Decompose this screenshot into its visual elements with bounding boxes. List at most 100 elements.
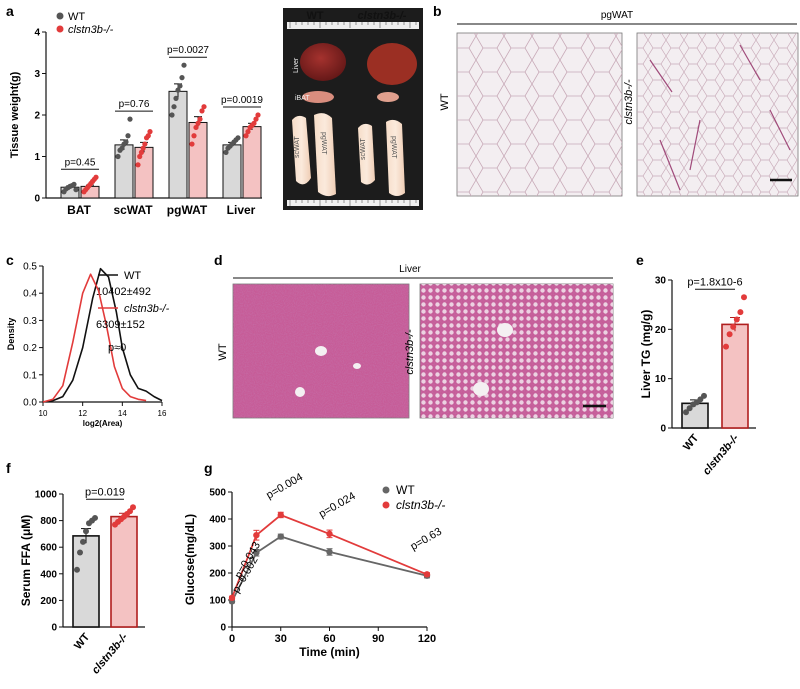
panel-letter-a: a [6, 3, 14, 19]
g-x-tick-label: 120 [418, 633, 436, 645]
vein-ko-1 [497, 323, 513, 337]
c-x-tick-label: 12 [78, 409, 87, 418]
a-data-point [189, 141, 195, 147]
g-y-tick-label: 200 [209, 569, 226, 580]
a-y-axis-title: Tissue weight(g) [9, 71, 21, 158]
c-density-line [42, 273, 147, 403]
a-y-tick-label: 3 [34, 69, 40, 80]
photo-header-ko: clstn3b-/- [358, 10, 407, 22]
c-legend-stat: 10402±492 [96, 286, 151, 298]
g-pvalue: p=0.63 [409, 526, 444, 553]
g-y-tick-label: 0 [220, 623, 226, 634]
g-data-point [326, 548, 333, 556]
a-data-point [223, 149, 229, 155]
photo-label-ibat: iBAT [295, 95, 310, 102]
e-y-tick-label: 10 [655, 374, 667, 385]
chart-f-serum-ffa: 0 200 400 600 800 1000 Serum FFA (μM) WTclstn3b… [19, 486, 145, 676]
a-bar [188, 121, 208, 199]
c-y-tick-label: 0.0 [23, 398, 37, 409]
a-data-point [191, 133, 197, 139]
photo-ruler-top [287, 22, 419, 29]
a-data-point [137, 153, 143, 160]
scwat-wt [292, 115, 311, 185]
a-data-point [253, 116, 259, 122]
chart-e-liver-tg: 0 10 20 30 Liver TG (mg/g) WT clstn3b-/- p=1.8x… [639, 276, 756, 477]
a-legend-marker [56, 12, 64, 20]
f-y-tick-label: 800 [40, 516, 57, 527]
a-data-point [251, 120, 257, 126]
tissue-photo: WT clstn3b-/- Liver iBAT scWAT pgWAT scW… [283, 8, 423, 210]
a-data-point [125, 133, 131, 139]
g-data-point [277, 511, 284, 519]
photo-label-scwat-ko: scWAT [360, 138, 367, 160]
g-pvalue: p=0.004 [264, 471, 305, 501]
a-data-point [179, 75, 185, 81]
g-data-point [228, 594, 236, 602]
a-data-point [175, 87, 181, 93]
stroma-strand [689, 119, 701, 171]
liver-wt [300, 43, 346, 81]
panel-letter-d: d [214, 252, 223, 268]
g-x-tick-label: 60 [323, 633, 335, 645]
photo-label-pgwat-ko: pgWAT [390, 136, 397, 159]
photo-ruler-bottom [287, 200, 419, 206]
a-data-point [195, 120, 201, 126]
stroma-strand [739, 44, 761, 81]
pgwat-ko [386, 119, 405, 196]
a-data-point [73, 187, 79, 193]
f-category-label: WT [72, 631, 92, 652]
c-y-tick-label: 0.1 [23, 370, 37, 381]
g-pvalue: p=0.024 [317, 490, 358, 520]
panel-letter-f: f [6, 460, 11, 476]
a-pvalue: p=0.76 [119, 99, 150, 110]
e-category-label: WT [681, 432, 701, 453]
g-data-point [423, 571, 431, 578]
a-data-point [181, 62, 187, 68]
chart-c-density: 0.0 0.1 0.2 0.3 0.4 0.5 10 12 14 16 log2(Area) Dens… [6, 262, 170, 429]
g-data-point [326, 530, 333, 538]
ibat-wt [302, 91, 334, 103]
e-data-point [733, 316, 740, 323]
a-data-point [199, 108, 205, 114]
e-data-point [737, 309, 744, 316]
g-x-axis-title: Time (min) [299, 645, 359, 659]
panel-letter-b: b [433, 3, 442, 19]
a-data-point [71, 181, 77, 187]
histology-b-row-label-ko: clstn3b-/- [623, 79, 635, 125]
pgwat-wt [314, 113, 336, 197]
c-y-tick-label: 0.4 [23, 289, 37, 300]
e-data-point [730, 323, 737, 330]
a-data-point [177, 83, 183, 89]
a-legend-marker [56, 25, 64, 33]
g-data-point [277, 533, 284, 540]
c-legend-label: clstn3b-/- [124, 303, 170, 315]
g-legend-label: clstn3b-/- [396, 498, 445, 512]
g-y-tick-label: 500 [209, 488, 226, 499]
c-y-tick-label: 0.2 [23, 343, 37, 354]
a-legend-label: WT [68, 11, 85, 23]
f-data-point [80, 538, 86, 545]
a-category-label: pgWAT [167, 203, 208, 217]
a-data-point [93, 174, 99, 180]
histology-d-title: Liver [399, 264, 421, 275]
f-category-label: clstn3b-/- [90, 631, 131, 676]
e-data-point [741, 294, 747, 301]
histology-b-row-label-wt: WT [439, 93, 451, 110]
c-y-tick-label: 0.5 [23, 262, 37, 273]
f-data-point [92, 514, 98, 521]
e-y-tick-label: 0 [660, 424, 666, 435]
panel-letter-e: e [636, 252, 644, 268]
a-data-point [115, 153, 121, 160]
a-data-point [243, 133, 249, 139]
a-y-tick-label: 4 [34, 28, 40, 39]
histology-b-title: pgWAT [601, 10, 633, 21]
g-data-point [253, 549, 260, 556]
a-data-point [119, 145, 125, 151]
ruler-ticks [289, 22, 417, 206]
histology-d-liver: Liver WT clstn3b-/- [217, 264, 614, 419]
photo-header-wt: WT [306, 10, 323, 22]
a-category-label: BAT [67, 203, 91, 217]
histology-b-cells-ko [637, 33, 798, 196]
panel-letter-g: g [204, 460, 213, 476]
